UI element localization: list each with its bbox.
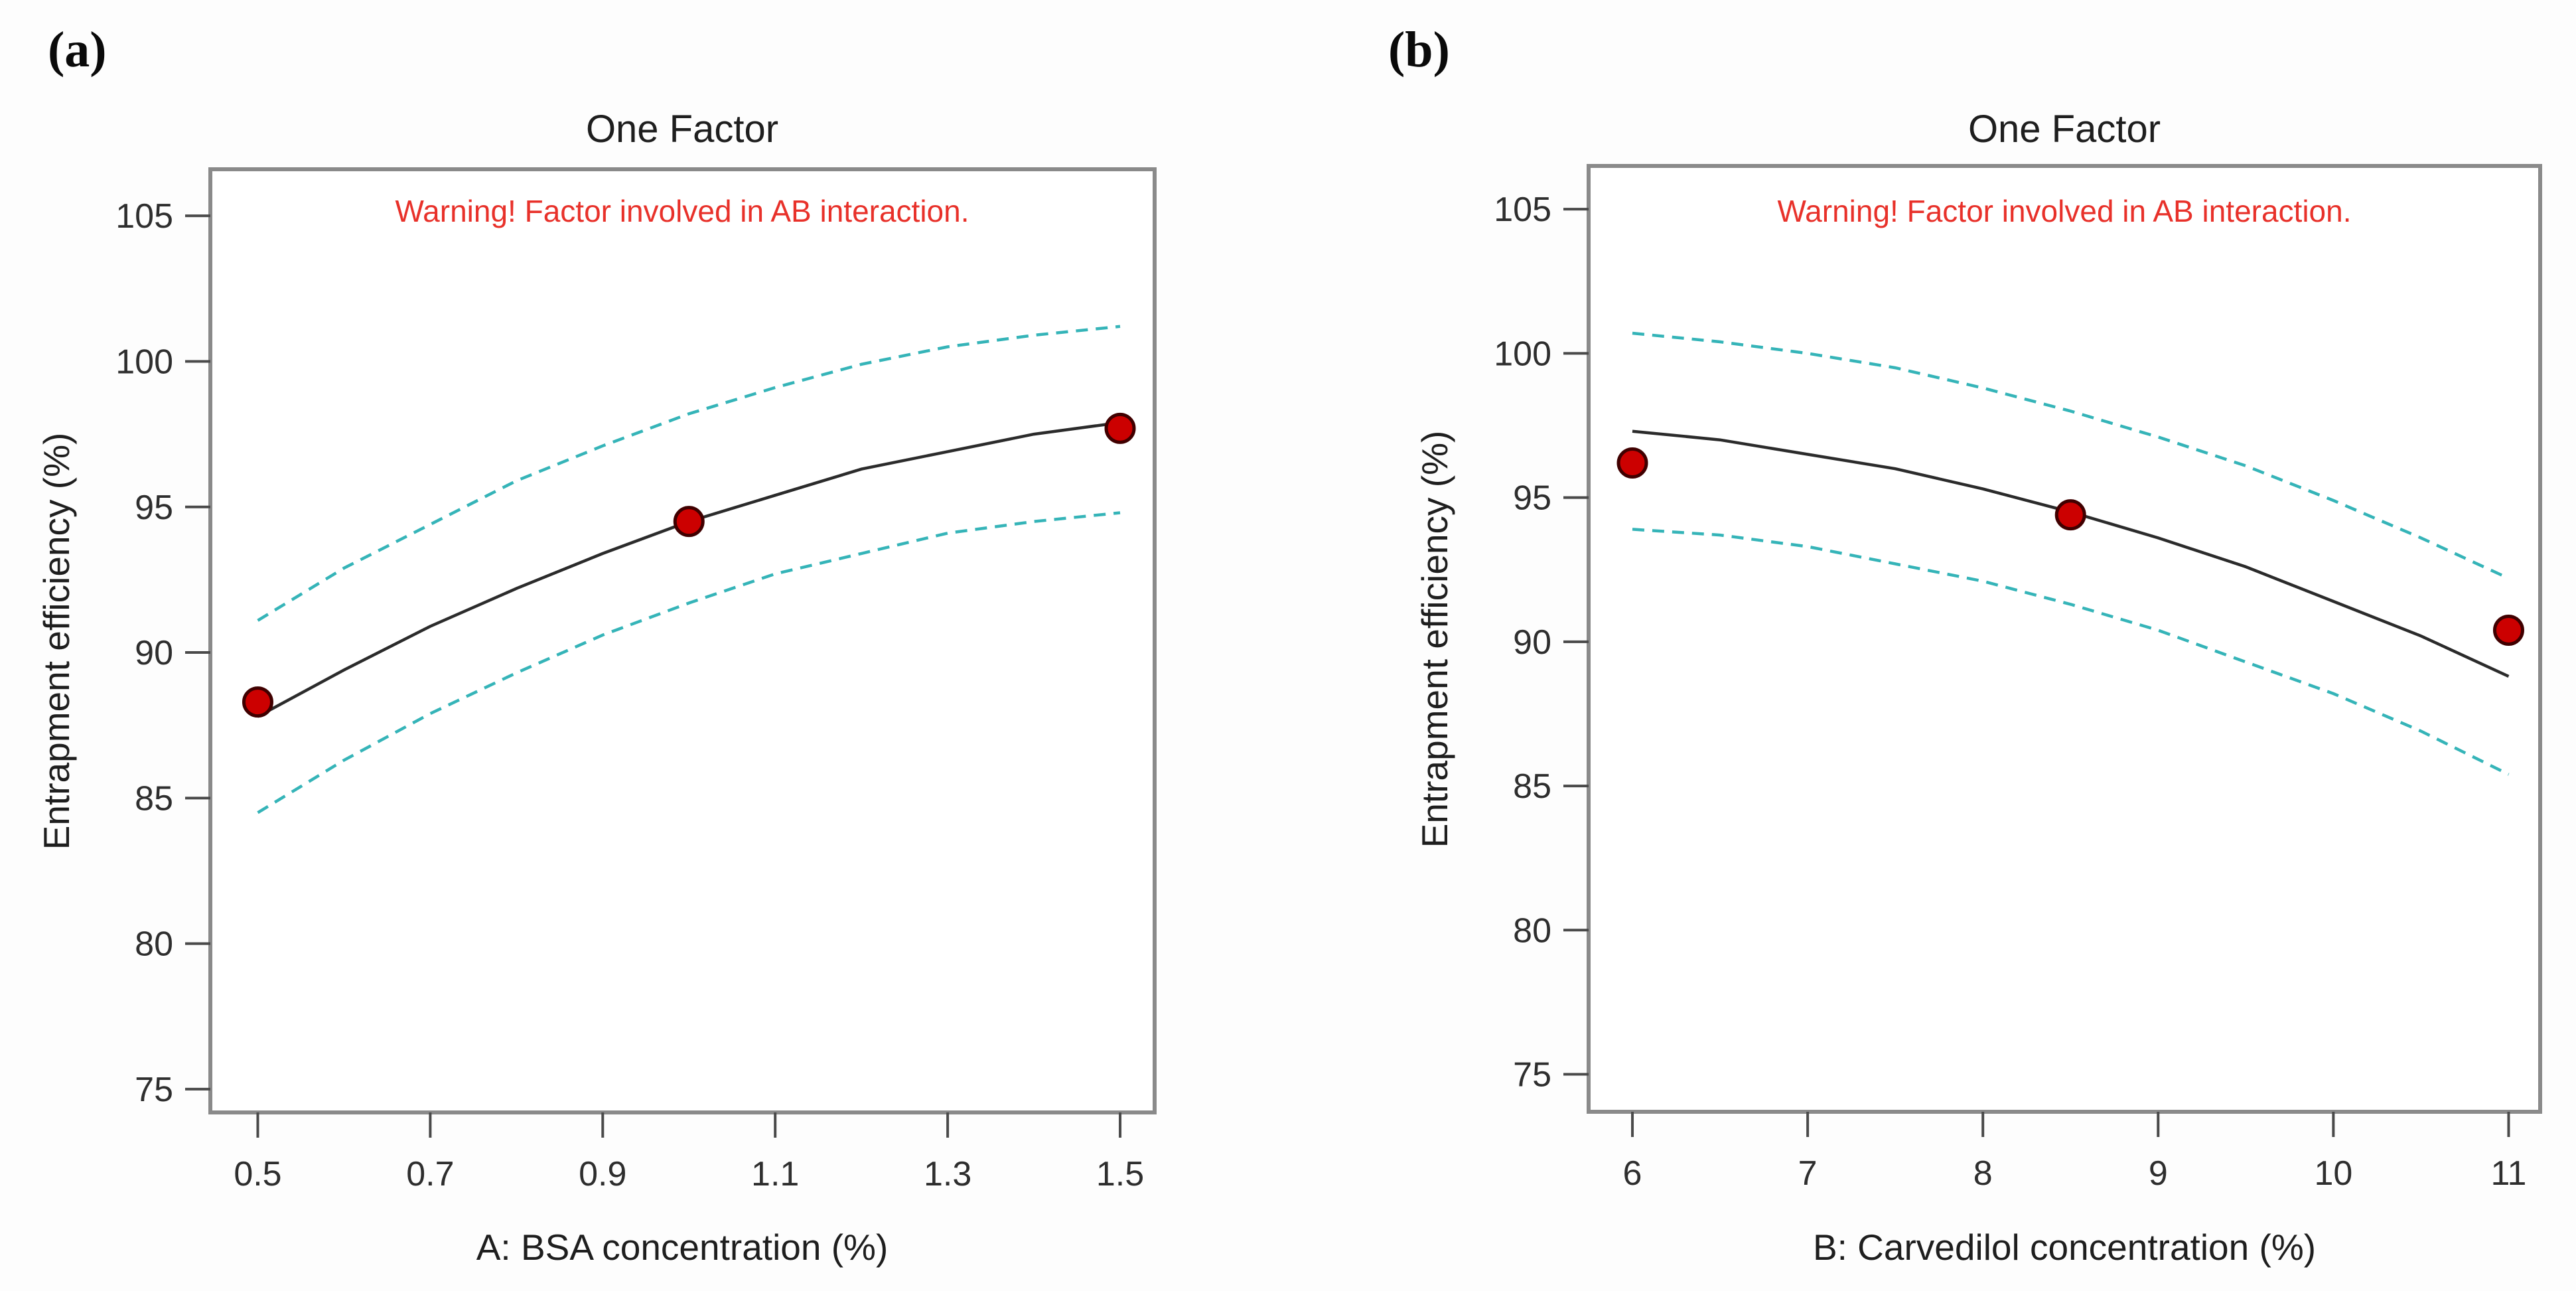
panel-label-a: (a): [48, 22, 107, 78]
y-tick-label: 90: [135, 634, 173, 672]
x-tick-label: 0.5: [234, 1155, 281, 1193]
y-ticks-b: 75 80 85 90 95 100 105: [1494, 190, 1589, 1095]
x-tick-label: 0.9: [579, 1155, 626, 1193]
chart-title-a: One Factor: [586, 108, 778, 151]
confidence-band-line: [1632, 528, 2510, 776]
x-tick-label: 8: [1973, 1154, 1993, 1193]
y-tick-label: 95: [135, 489, 173, 527]
x-tick-label: 1.3: [924, 1155, 971, 1193]
panel-label-b: (b): [1388, 22, 1450, 78]
warning-text-a: Warning! Factor involved in AB interacti…: [395, 194, 969, 228]
y-tick-label: 75: [135, 1071, 173, 1109]
plot-area-b: [1587, 164, 2542, 1114]
x-tick-label: 9: [2149, 1154, 2168, 1193]
design-point: [1616, 447, 1648, 479]
confidence-band-line: [1632, 331, 2510, 580]
y-axis-label-b: Entrapment efficiency (%): [1414, 431, 1455, 848]
x-tick-label: 0.7: [406, 1155, 454, 1193]
plot-area-a: [208, 167, 1157, 1114]
x-tick-label: 11: [2490, 1154, 2526, 1193]
x-tick-label: 6: [1623, 1154, 1642, 1193]
y-tick-label: 90: [1513, 623, 1551, 662]
y-tick-label: 105: [1494, 190, 1551, 229]
x-tick-label: 10: [2314, 1154, 2352, 1193]
warning-text-b: Warning! Factor involved in AB interacti…: [1777, 194, 2351, 228]
panel-a: (a) One Factor Warning! Factor involved …: [36, 22, 1157, 1268]
x-ticks-b: 6 7 8 9 10 11: [1623, 1112, 2526, 1193]
y-tick-label: 85: [135, 779, 173, 818]
y-tick-label: 100: [115, 342, 173, 381]
x-tick-label: 7: [1798, 1154, 1818, 1193]
x-axis-label-b: B: Carvedilol concentration (%): [1813, 1227, 2316, 1268]
y-tick-label: 80: [1513, 911, 1551, 950]
x-tick-label: 1.1: [751, 1155, 799, 1193]
y-tick-label: 75: [1513, 1056, 1551, 1095]
design-point: [242, 686, 273, 718]
y-tick-label: 100: [1494, 335, 1551, 373]
y-axis-label-a: Entrapment efficiency (%): [36, 433, 77, 850]
design-point: [1104, 412, 1136, 444]
design-points-b: [1616, 447, 2524, 646]
x-tick-label: 1.5: [1096, 1155, 1144, 1193]
panel-b: (b) One Factor Warning! Factor involved …: [1388, 22, 2542, 1268]
design-points-a: [242, 412, 1136, 718]
y-tick-label: 85: [1513, 767, 1551, 806]
chart-title-b: One Factor: [1968, 108, 2161, 151]
design-point: [673, 506, 705, 538]
y-tick-label: 105: [115, 197, 173, 236]
confidence-band-line: [257, 511, 1121, 814]
x-ticks-a: 0.5 0.7 0.9 1.1 1.3 1.5: [234, 1112, 1144, 1193]
confidence-band-line: [257, 325, 1121, 622]
y-ticks-a: 75 80 85 90 95 100 105: [115, 197, 210, 1109]
design-point: [2492, 614, 2524, 646]
y-tick-label: 80: [135, 925, 173, 964]
x-axis-label-a: A: BSA concentration (%): [476, 1227, 889, 1268]
y-tick-label: 95: [1513, 479, 1551, 518]
design-point: [2054, 499, 2086, 531]
